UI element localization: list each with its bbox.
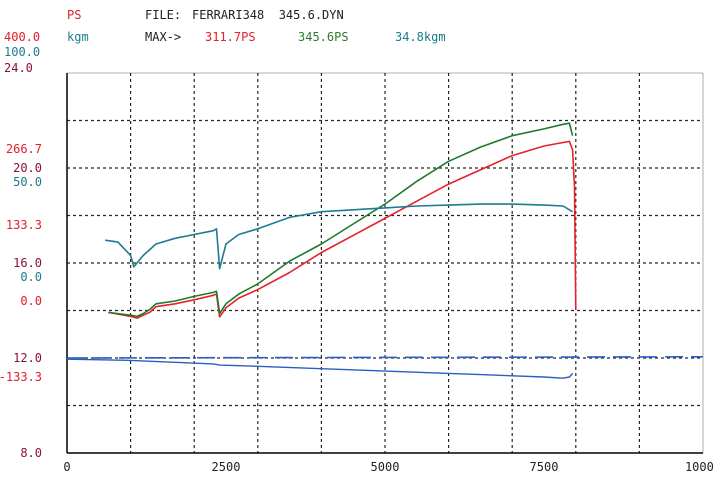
- kgm-unit-label: kgm: [67, 30, 89, 44]
- max-label: MAX->: [145, 30, 182, 44]
- max-kgm: 34.8kgm: [395, 30, 446, 44]
- series-line-34-8kgm: [105, 203, 574, 270]
- y-tick-label-scale: 20.0: [13, 161, 42, 175]
- file-label: FILE:: [145, 8, 182, 22]
- series-line-345-6ps: [108, 122, 574, 318]
- y-tick-label-ps: 0.0: [20, 294, 42, 308]
- y-tick-label-scale: 16.0: [13, 256, 42, 270]
- ps-top-value: 400.0: [4, 30, 41, 44]
- y-tick-label-ps: 266.7: [6, 142, 42, 156]
- x-tick-label: 2500: [212, 460, 241, 474]
- series-line-lower-blue-line: [66, 358, 574, 379]
- x-tick-label: 0: [63, 460, 70, 474]
- ps-unit-label: PS: [67, 8, 82, 22]
- x-tick-label: 7500: [530, 460, 559, 474]
- y-tick-label-ps: 133.3: [6, 218, 42, 232]
- file-name: FERRARI348 345.6.DYN: [192, 8, 344, 22]
- max-ps-green: 345.6PS: [298, 30, 349, 44]
- kgm-top-value: 100.0: [4, 45, 41, 59]
- max-ps-red: 311.7PS: [205, 30, 256, 44]
- y-tick-label-kgm: 50.0: [13, 175, 42, 189]
- x-tick-label: 5000: [371, 460, 400, 474]
- series-line-dashed-reference: [66, 356, 704, 359]
- y-tick-label-scale: 8.0: [20, 446, 42, 460]
- y-tick-label-ps: -133.3: [0, 370, 42, 384]
- x-tick-label: 10000: [685, 460, 714, 474]
- y-tick-label-kgm: 0.0: [20, 270, 42, 284]
- scale-top-value: 24.0: [4, 61, 33, 75]
- series-line-311-7ps: [108, 140, 577, 319]
- y-tick-label-scale: 12.0: [13, 351, 42, 365]
